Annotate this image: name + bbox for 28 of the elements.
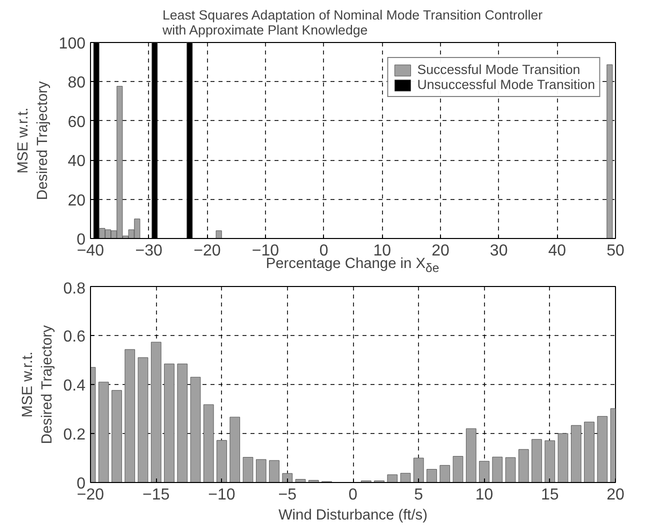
x-tick-label: −10 [208,486,236,504]
x-tick-label: 50 [606,242,624,260]
y-tick-label: 0.2 [63,426,86,444]
x-tick-label: 30 [490,242,508,260]
y-tick-label: 0.6 [63,328,86,346]
y-tick-label: 80 [68,74,86,92]
y-tick-label: 40 [68,153,86,170]
y-tick-label: 60 [68,114,86,131]
y-axis-title: MSE w.r.t. Desired Trajectory [20,324,56,444]
x-tick-label: 10 [475,486,494,504]
x-tick-label: 0 [348,486,358,504]
y-tick-label: 100 [58,36,86,52]
x-tick-label: −20 [194,242,221,260]
chart-title: Least Squares Adaptation of Nominal Mode Transition Controller with Approximate Plant Knowledge [161,8,544,38]
legend-label: Unsuccessful Mode Transition [417,77,595,92]
x-tick-label: −30 [135,242,163,260]
legend-label: Successful Mode Transition [417,62,580,77]
x-tick-label: −5 [278,486,297,504]
x-tick-label: −15 [142,486,170,504]
x-tick-label: 40 [548,242,566,260]
y-tick-label: 0.4 [63,378,86,394]
x-tick-label: 20 [606,486,624,504]
y-tick-label: 0.8 [63,280,86,298]
y-axis-title: MSE w.r.t. Desired Trajectory [16,80,51,200]
y-tick-label: 20 [68,192,86,210]
x-tick-label: 15 [540,486,559,504]
x-axis-title: Wind Disturbance (ft/s) [278,508,428,524]
x-tick-label: 5 [414,486,424,504]
